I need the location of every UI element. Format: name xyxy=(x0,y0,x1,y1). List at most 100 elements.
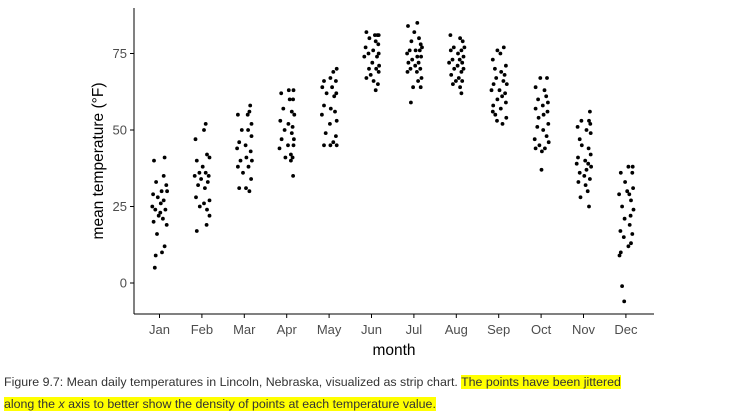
data-point-feb xyxy=(206,174,211,178)
data-point-dec xyxy=(620,204,624,209)
data-point-jun xyxy=(376,51,381,56)
data-point-oct xyxy=(533,146,538,151)
data-point-oct xyxy=(546,140,551,145)
data-point-sep xyxy=(490,109,495,114)
data-point-sep xyxy=(502,73,507,77)
data-point-apr xyxy=(289,158,293,163)
data-point-apr xyxy=(281,106,286,111)
data-point-dec xyxy=(626,164,631,169)
caption-highlight-1: The points have been jittered xyxy=(461,375,621,389)
data-point-jan xyxy=(161,198,166,203)
data-point-apr xyxy=(289,152,293,157)
data-point-oct xyxy=(532,137,537,142)
data-point-nov xyxy=(588,122,593,126)
data-point-dec xyxy=(626,244,631,249)
data-point-apr xyxy=(289,131,294,136)
data-point-jul xyxy=(417,36,421,41)
data-point-jun xyxy=(366,51,371,56)
data-point-sep xyxy=(494,76,499,80)
data-point-jul xyxy=(418,85,423,90)
data-point-apr xyxy=(289,109,294,114)
data-point-apr xyxy=(279,91,284,96)
data-point-may xyxy=(328,76,333,80)
data-point-apr xyxy=(291,88,296,93)
x-tick-label-apr: Apr xyxy=(277,322,298,337)
data-point-jun xyxy=(373,88,378,93)
data-point-apr xyxy=(292,137,296,142)
data-point-oct xyxy=(544,94,549,99)
data-point-mar xyxy=(238,158,243,163)
data-point-sep xyxy=(498,106,503,111)
data-point-jan xyxy=(150,204,155,209)
data-point-nov xyxy=(578,195,583,200)
data-point-sep xyxy=(503,91,507,96)
data-point-aug xyxy=(452,66,457,71)
data-point-nov xyxy=(587,204,591,209)
data-point-mar xyxy=(246,128,251,132)
x-tick-label-jul: Jul xyxy=(406,322,423,337)
data-point-dec xyxy=(628,213,633,218)
data-point-dec xyxy=(622,299,627,304)
data-point-jun xyxy=(367,36,372,41)
data-point-apr xyxy=(286,143,290,148)
data-point-jul xyxy=(407,48,412,53)
data-point-nov xyxy=(589,164,593,169)
data-point-jan xyxy=(156,213,161,218)
data-point-oct xyxy=(536,97,540,102)
data-point-oct xyxy=(536,115,541,120)
data-point-nov xyxy=(586,161,591,166)
data-point-aug xyxy=(448,48,453,53)
data-point-sep xyxy=(495,118,499,123)
data-point-oct xyxy=(540,149,544,154)
data-point-may xyxy=(328,122,332,126)
x-tick-label-oct: Oct xyxy=(531,322,552,337)
data-point-may xyxy=(323,131,328,136)
data-point-aug xyxy=(450,57,455,62)
data-point-nov xyxy=(577,137,582,142)
data-point-jun xyxy=(367,66,371,71)
data-point-jan xyxy=(163,207,168,212)
data-point-apr xyxy=(286,122,291,126)
data-point-aug xyxy=(461,66,466,71)
data-point-jul xyxy=(410,57,415,62)
data-point-nov xyxy=(586,146,591,151)
data-point-feb xyxy=(197,170,202,175)
data-point-nov xyxy=(587,118,591,123)
data-point-nov xyxy=(588,131,593,136)
data-point-jan xyxy=(164,223,169,227)
data-point-nov xyxy=(574,161,579,166)
data-point-sep xyxy=(493,66,497,71)
data-point-feb xyxy=(199,177,204,181)
data-point-oct xyxy=(544,134,549,139)
data-point-nov xyxy=(584,167,589,172)
data-point-aug xyxy=(458,36,462,41)
data-point-dec xyxy=(618,170,623,175)
data-point-jul xyxy=(406,24,410,28)
data-point-aug xyxy=(456,76,461,80)
data-point-nov xyxy=(575,125,580,129)
data-point-sep xyxy=(491,82,496,86)
data-point-mar xyxy=(236,112,240,117)
data-point-dec xyxy=(631,186,635,191)
data-point-jun xyxy=(375,54,379,59)
data-point-jan xyxy=(153,207,158,212)
data-point-jun xyxy=(373,39,378,44)
data-point-feb xyxy=(193,137,198,142)
data-point-aug xyxy=(460,39,465,44)
data-point-feb xyxy=(202,201,206,206)
data-point-mar xyxy=(249,177,254,181)
data-point-dec xyxy=(620,284,624,288)
data-point-jul xyxy=(418,42,423,47)
data-point-apr xyxy=(282,128,287,132)
data-point-jun xyxy=(376,70,381,74)
data-point-sep xyxy=(499,70,504,74)
data-point-sep xyxy=(500,94,504,99)
data-point-sep xyxy=(500,122,505,126)
data-point-jan xyxy=(162,244,167,249)
data-point-feb xyxy=(205,152,209,157)
figure-caption: Figure 9.7: Mean daily temperatures in L… xyxy=(4,371,732,415)
data-point-may xyxy=(332,94,337,99)
data-point-oct xyxy=(543,146,547,151)
data-point-jan xyxy=(155,195,160,200)
data-point-nov xyxy=(588,177,592,181)
